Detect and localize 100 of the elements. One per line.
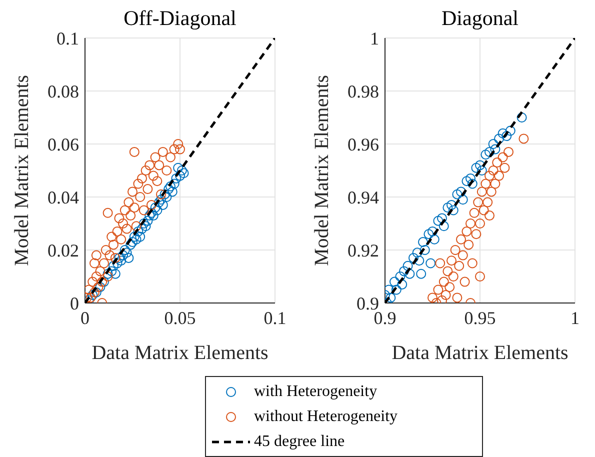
point xyxy=(478,205,489,216)
y-tick-label: 0.96 xyxy=(348,134,379,154)
point xyxy=(154,197,164,208)
point xyxy=(448,272,458,282)
point xyxy=(397,279,408,290)
point xyxy=(116,234,126,244)
point xyxy=(131,234,142,244)
point xyxy=(142,184,153,194)
point xyxy=(128,186,138,197)
point xyxy=(88,290,98,300)
x-tick-label: 0.05 xyxy=(164,308,196,328)
point xyxy=(462,176,472,186)
point xyxy=(138,218,149,228)
point xyxy=(112,226,122,236)
x-tick-label: 1 xyxy=(570,308,580,328)
point xyxy=(458,194,468,205)
point xyxy=(484,170,494,181)
point xyxy=(386,292,396,303)
point xyxy=(460,276,470,287)
point xyxy=(137,224,147,234)
chart-title: Diagonal xyxy=(440,6,520,31)
point xyxy=(456,186,466,197)
point xyxy=(488,139,498,149)
point xyxy=(471,162,482,173)
point xyxy=(492,158,502,168)
point xyxy=(112,258,122,268)
point xyxy=(176,166,187,176)
point xyxy=(466,173,476,184)
point xyxy=(442,266,453,276)
point xyxy=(488,166,498,176)
point xyxy=(102,268,113,279)
point xyxy=(104,250,115,260)
point xyxy=(124,252,134,263)
legend-label: with Heterogeneity xyxy=(254,382,378,400)
point xyxy=(456,234,466,244)
point xyxy=(169,144,180,154)
point xyxy=(404,268,415,279)
point xyxy=(167,186,178,197)
point xyxy=(156,194,166,205)
point xyxy=(480,150,491,160)
point xyxy=(504,146,514,157)
point xyxy=(475,218,485,228)
point xyxy=(169,178,180,189)
point xyxy=(502,131,512,142)
point xyxy=(90,258,100,268)
y-tick-label: 0.9 xyxy=(356,293,379,314)
point xyxy=(437,295,447,303)
point xyxy=(95,266,106,276)
point xyxy=(438,221,449,232)
point xyxy=(498,128,508,138)
point xyxy=(440,290,451,300)
y-tick-label: 0.1 xyxy=(56,28,79,48)
point xyxy=(106,266,117,276)
point xyxy=(448,205,458,216)
point xyxy=(505,126,516,136)
point xyxy=(408,252,418,263)
point xyxy=(494,134,504,144)
point xyxy=(428,292,438,303)
point xyxy=(152,176,162,186)
point xyxy=(129,146,140,157)
point xyxy=(175,144,185,154)
point xyxy=(473,197,484,208)
point xyxy=(424,229,434,240)
point xyxy=(458,250,468,260)
point xyxy=(498,152,508,162)
y-tick-label: 0.08 xyxy=(48,81,79,102)
point xyxy=(124,197,134,208)
y-tick-label: 0.04 xyxy=(48,187,79,208)
point xyxy=(484,210,494,221)
point xyxy=(414,256,424,266)
point xyxy=(391,284,402,295)
point xyxy=(99,258,109,268)
point xyxy=(486,186,496,197)
point xyxy=(126,210,136,221)
point xyxy=(106,232,117,242)
point xyxy=(116,256,126,266)
point xyxy=(166,181,176,192)
point xyxy=(150,202,160,213)
point xyxy=(462,226,472,236)
point xyxy=(482,197,493,208)
point xyxy=(471,229,482,240)
point xyxy=(150,152,160,162)
x-axis-title: Data Matrix Elements xyxy=(392,342,569,364)
point xyxy=(516,112,527,122)
y-axis-title: Model Matrix Elements xyxy=(11,74,34,266)
point xyxy=(148,170,158,181)
point xyxy=(428,226,438,236)
point xyxy=(88,276,98,287)
point xyxy=(464,240,474,250)
point xyxy=(402,260,413,271)
point xyxy=(490,178,500,189)
point xyxy=(100,245,111,255)
point xyxy=(416,268,426,279)
point xyxy=(435,258,446,268)
point xyxy=(118,218,128,228)
y-tick-label: 0.98 xyxy=(348,81,379,102)
point xyxy=(467,178,478,189)
point xyxy=(500,162,510,173)
point xyxy=(140,221,151,232)
point xyxy=(442,202,453,213)
